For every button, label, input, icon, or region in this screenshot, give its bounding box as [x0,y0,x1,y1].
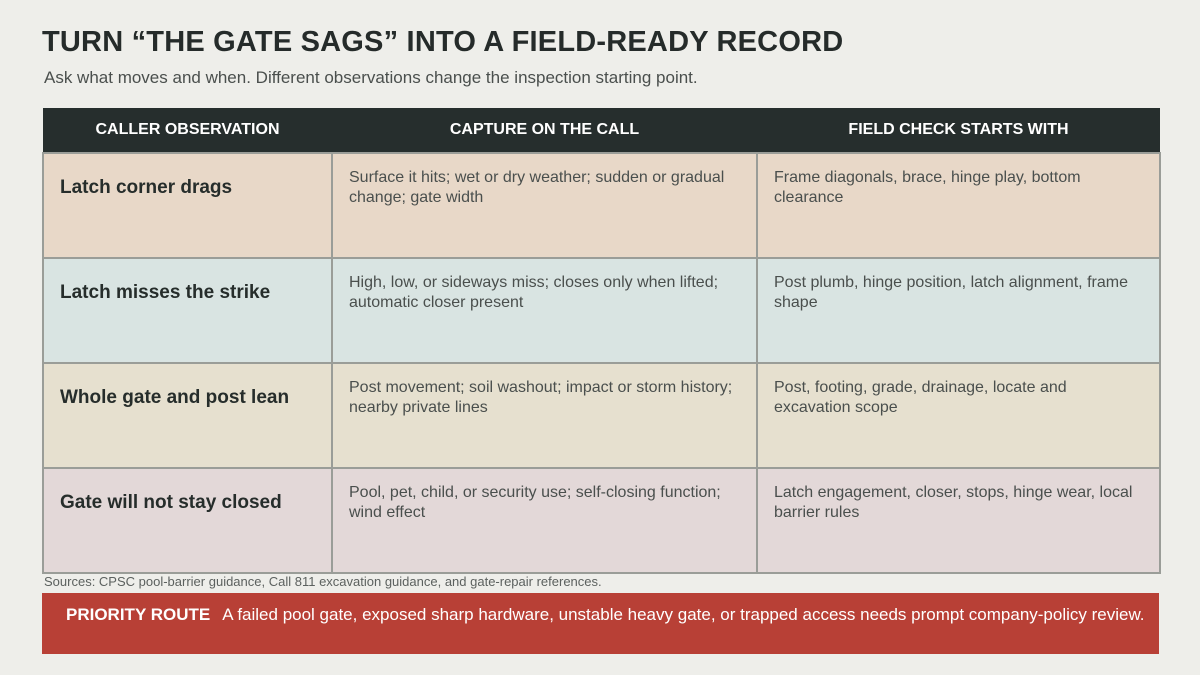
field-check-cell: Frame diagonals, brace, hinge play, bott… [756,152,1161,259]
observation-cell: Latch misses the strike [42,257,333,364]
page-subtitle: Ask what moves and when. Different obser… [44,68,698,87]
table-row: Whole gate and post lean Post movement; … [42,362,1161,469]
table-row: Gate will not stay closed Pool, pet, chi… [42,467,1161,574]
observation-cell: Latch corner drags [42,152,333,259]
capture-cell: Surface it hits; wet or dry weather; sud… [331,152,758,259]
capture-cell: Pool, pet, child, or security use; self-… [331,467,758,574]
capture-cell: Post movement; soil washout; impact or s… [331,362,758,469]
table-row: Latch corner drags Surface it hits; wet … [42,152,1161,259]
observation-table: CALLER OBSERVATION CAPTURE ON THE CALL F… [42,108,1161,574]
observation-cell: Whole gate and post lean [42,362,333,469]
table-header-row: CALLER OBSERVATION CAPTURE ON THE CALL F… [43,108,1160,154]
priority-route-banner: PRIORITY ROUTE A failed pool gate, expose… [42,593,1159,654]
priority-route-text: A failed pool gate, exposed sharp hardwa… [222,605,1145,624]
field-check-cell: Post plumb, hinge position, latch alignm… [756,257,1161,364]
header-caller-observation: CALLER OBSERVATION [43,108,332,154]
field-check-cell: Post, footing, grade, drainage, locate a… [756,362,1161,469]
table-row: Latch misses the strike High, low, or si… [42,257,1161,364]
header-capture-on-call: CAPTURE ON THE CALL [332,108,757,154]
sources-note: Sources: CPSC pool-barrier guidance, Cal… [44,574,602,589]
priority-route-label: PRIORITY ROUTE [66,605,211,624]
capture-cell: High, low, or sideways miss; closes only… [331,257,758,364]
page-title: TURN “THE GATE SAGS” INTO A FIELD-READY … [42,26,844,58]
observation-cell: Gate will not stay closed [42,467,333,574]
header-field-check: FIELD CHECK STARTS WITH [757,108,1160,154]
field-check-cell: Latch engagement, closer, stops, hinge w… [756,467,1161,574]
